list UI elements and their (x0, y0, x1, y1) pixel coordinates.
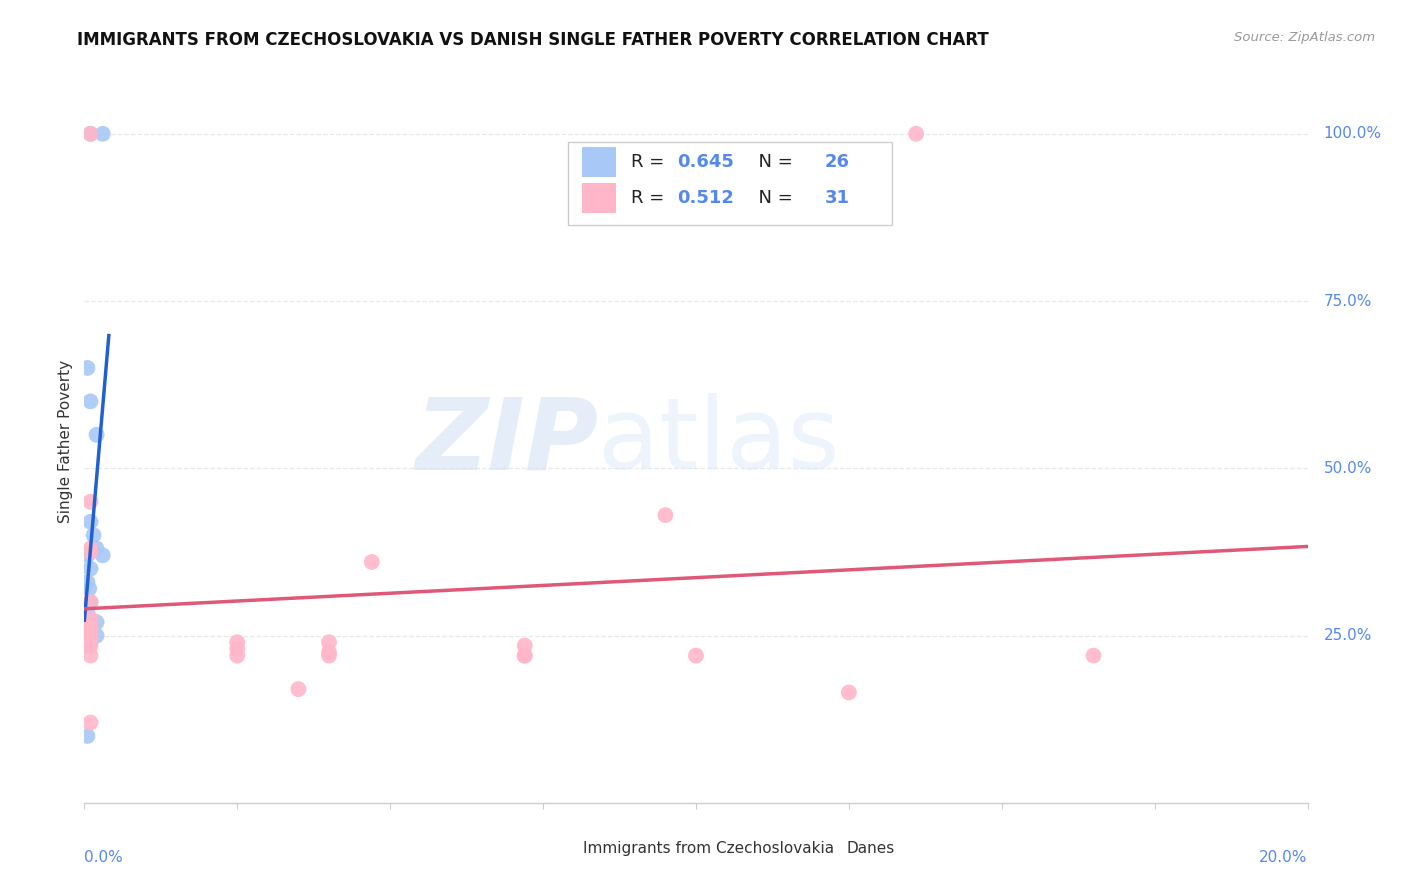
Point (91, 548, 114, 563)
Point (76, 361, 98, 376)
FancyBboxPatch shape (568, 142, 891, 225)
Text: 31: 31 (824, 189, 849, 207)
Point (360, 555, 382, 569)
Text: 0.512: 0.512 (678, 189, 734, 207)
Point (79, 494, 101, 508)
Point (76, 605, 98, 619)
Point (226, 642, 249, 657)
Point (513, 648, 536, 663)
Point (79, 562, 101, 576)
Point (79, 625, 101, 640)
Text: R =: R = (631, 153, 671, 171)
Point (79, 545, 101, 559)
Point (226, 648, 249, 663)
Point (79, 615, 101, 630)
Point (79, 394, 101, 409)
Point (1083, 648, 1105, 663)
Point (79, 618, 101, 632)
Point (838, 685, 860, 699)
Y-axis label: Single Father Poverty: Single Father Poverty (58, 360, 73, 523)
Text: ZIP: ZIP (415, 393, 598, 490)
Text: 25.0%: 25.0% (1323, 628, 1372, 643)
Point (318, 645, 340, 659)
Text: Immigrants from Czechoslovakia: Immigrants from Czechoslovakia (583, 841, 835, 855)
Point (79, 541, 101, 556)
Point (287, 681, 309, 696)
Point (86, 541, 108, 556)
Text: 20.0%: 20.0% (1260, 850, 1308, 864)
Point (905, 127, 928, 141)
Point (318, 635, 340, 649)
Point (79, 635, 101, 649)
Point (79, 648, 101, 663)
Point (79, 625, 101, 640)
Point (76, 729, 98, 743)
Text: 50.0%: 50.0% (1323, 461, 1372, 475)
Text: 26: 26 (824, 153, 849, 171)
Point (79, 622, 101, 636)
FancyBboxPatch shape (550, 837, 576, 862)
Text: Danes: Danes (846, 841, 894, 855)
Point (77, 582, 100, 596)
Point (79, 595, 101, 609)
Point (79, 612, 101, 626)
Point (86, 615, 108, 630)
Point (79, 127, 101, 141)
Point (75, 618, 97, 632)
Point (79, 595, 101, 609)
Text: 0.645: 0.645 (678, 153, 734, 171)
Point (79, 628, 101, 642)
Point (79, 715, 101, 730)
Text: atlas: atlas (598, 393, 839, 490)
Point (86, 427, 108, 442)
Point (76, 548, 98, 563)
Point (513, 648, 536, 663)
Point (73, 625, 96, 640)
Text: Source: ZipAtlas.com: Source: ZipAtlas.com (1234, 31, 1375, 45)
Text: R =: R = (631, 189, 671, 207)
FancyBboxPatch shape (582, 147, 616, 178)
Text: IMMIGRANTS FROM CZECHOSLOVAKIA VS DANISH SINGLE FATHER POVERTY CORRELATION CHART: IMMIGRANTS FROM CZECHOSLOVAKIA VS DANISH… (77, 31, 988, 49)
Point (79, 515, 101, 529)
Point (226, 635, 249, 649)
Text: 0.0%: 0.0% (84, 850, 124, 864)
FancyBboxPatch shape (813, 837, 839, 862)
Point (685, 648, 707, 663)
Point (83, 528, 105, 542)
Text: N =: N = (748, 153, 799, 171)
Point (75, 612, 97, 626)
Point (79, 632, 101, 646)
Point (75, 632, 97, 646)
Point (654, 508, 676, 523)
Point (76, 618, 98, 632)
Point (318, 648, 340, 663)
Point (79, 127, 101, 141)
Point (73, 639, 96, 653)
Point (86, 628, 108, 642)
Text: 75.0%: 75.0% (1323, 293, 1372, 309)
Point (91, 127, 114, 141)
Point (76, 575, 98, 590)
Text: 100.0%: 100.0% (1323, 127, 1382, 141)
Point (513, 639, 536, 653)
Point (79, 639, 101, 653)
Text: N =: N = (748, 189, 799, 207)
FancyBboxPatch shape (582, 183, 616, 213)
